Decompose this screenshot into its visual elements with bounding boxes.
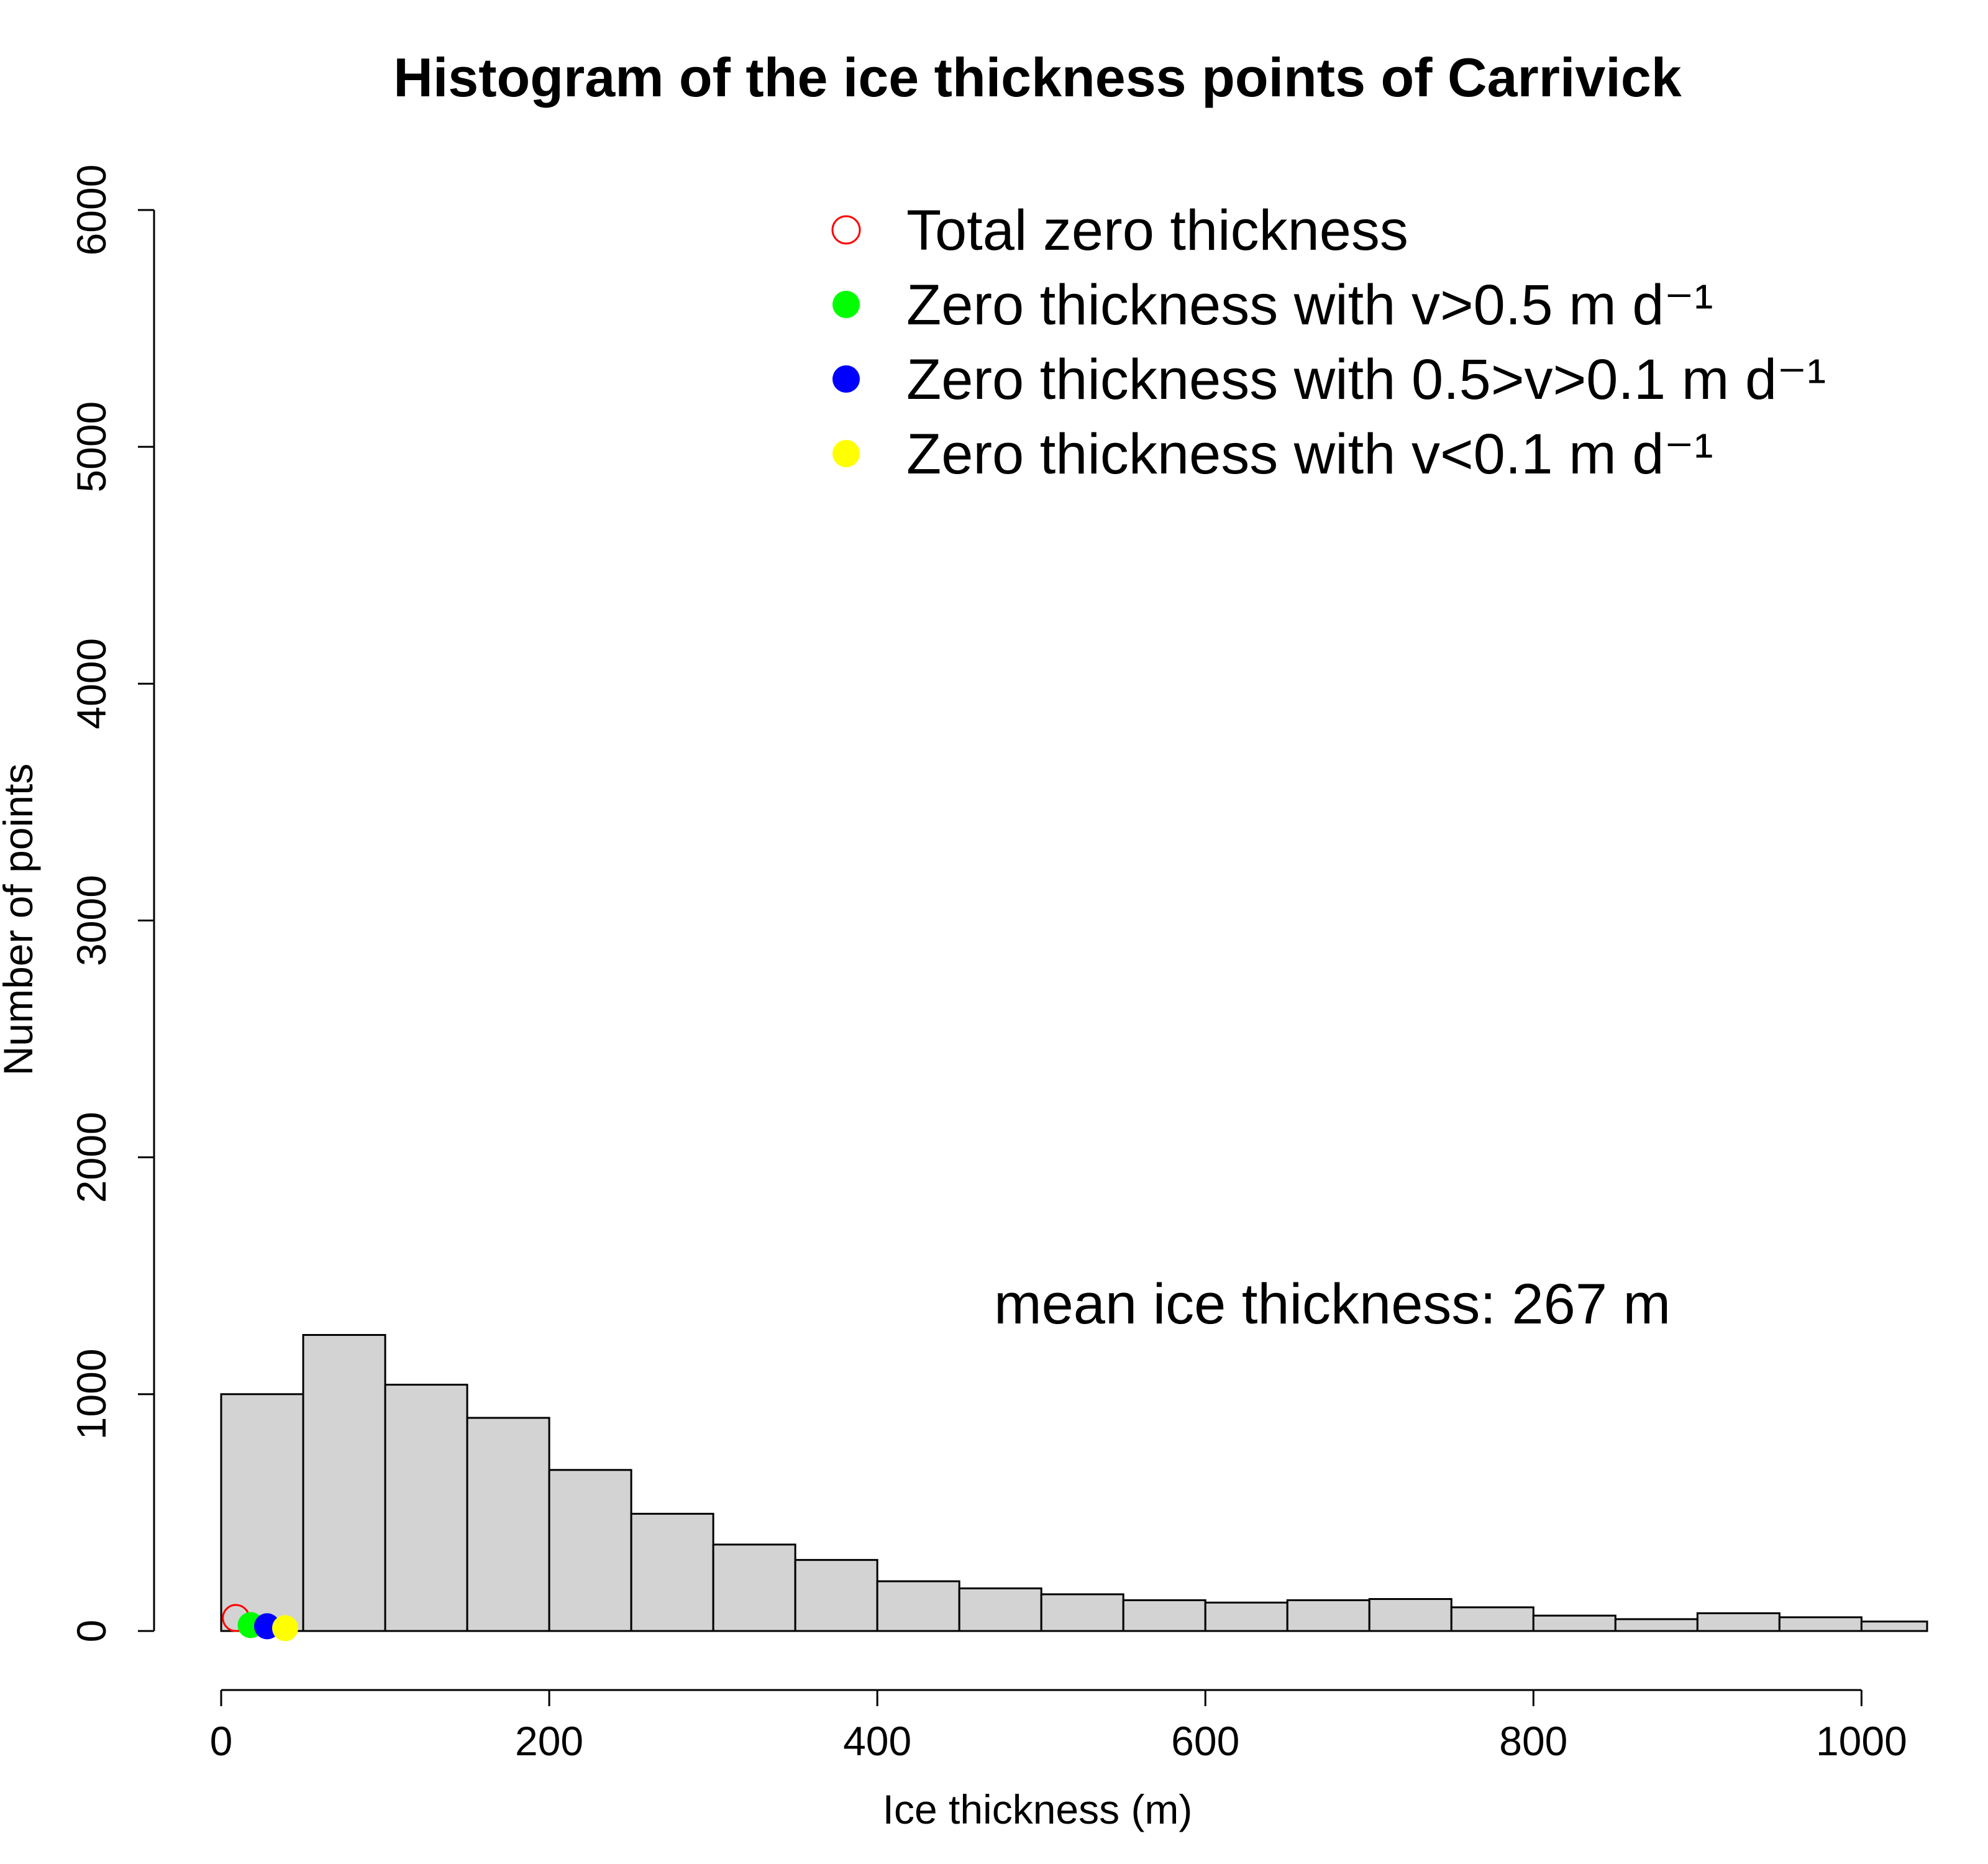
histogram-bar: [794, 1559, 878, 1632]
x-tick-label: 800: [1499, 1718, 1567, 1764]
histogram-bar: [384, 1384, 468, 1632]
legend-label: Zero thickness with v>0.5 m d⁻¹: [906, 273, 1713, 337]
bars-layer: [220, 1334, 1928, 1632]
legend-label: Total zero thickness: [906, 199, 1408, 262]
histogram-bar: [220, 1393, 304, 1632]
x-tick-label: 600: [1171, 1718, 1239, 1764]
legend: Total zero thickness Zero thickness with …: [831, 199, 1826, 486]
histogram-bar: [1040, 1593, 1124, 1632]
y-tick-label: 2000: [68, 1112, 114, 1203]
histogram-bar: [958, 1587, 1042, 1632]
legend-marker: [832, 365, 860, 393]
x-tick-label: 0: [210, 1718, 233, 1764]
x-tick-label: 200: [515, 1718, 583, 1764]
legend-marker: [832, 440, 860, 467]
legend-marker: [831, 215, 861, 245]
x-axis-label: Ice thickness (m): [883, 1786, 1193, 1832]
histogram-bar: [1532, 1614, 1616, 1632]
y-tick-label: 1000: [68, 1348, 114, 1440]
y-tick-label: 4000: [68, 638, 114, 729]
histogram-bar: [712, 1543, 796, 1632]
histogram-bar: [1450, 1606, 1534, 1632]
histogram-bar: [1860, 1620, 1928, 1632]
x-tick-label: 400: [843, 1718, 911, 1764]
histogram-bar: [1696, 1612, 1781, 1632]
zero-thickness-points: [222, 1604, 298, 1642]
x-axis: 0 200 400 600 800 1000: [210, 1689, 1907, 1764]
histogram-bar: [1122, 1599, 1206, 1632]
legend-label: Zero thickness with v<0.1 m d⁻¹: [906, 423, 1713, 486]
y-tick-label: 6000: [68, 165, 114, 256]
histogram-bar: [876, 1580, 960, 1632]
histogram-bar: [1614, 1618, 1698, 1632]
chart-title: Histogram of the ice thickness points of…: [393, 47, 1682, 108]
x-tick-label: 1000: [1816, 1718, 1907, 1764]
histogram-bar: [630, 1512, 714, 1632]
histogram-bar: [1778, 1616, 1863, 1632]
y-axis: 0 1000 2000 3000 4000 5000 6000: [68, 165, 155, 1643]
histogram-bar: [466, 1417, 550, 1632]
data-point: [271, 1615, 298, 1642]
y-tick-label: 5000: [68, 401, 114, 493]
mean-annotation: mean ice thickness: 267 m: [994, 1272, 1671, 1336]
legend-marker: [832, 291, 860, 318]
y-axis-label: Number of points: [0, 764, 41, 1076]
histogram-bar: [548, 1469, 632, 1632]
histogram-bar: [1286, 1599, 1370, 1632]
y-tick-label: 0: [68, 1620, 114, 1643]
legend-label: Zero thickness with 0.5>v>0.1 m d⁻¹: [906, 348, 1826, 411]
histogram-bar: [1368, 1598, 1452, 1632]
histogram-bar: [302, 1334, 386, 1632]
histogram-bar: [1204, 1601, 1288, 1632]
y-tick-label: 3000: [68, 875, 114, 966]
